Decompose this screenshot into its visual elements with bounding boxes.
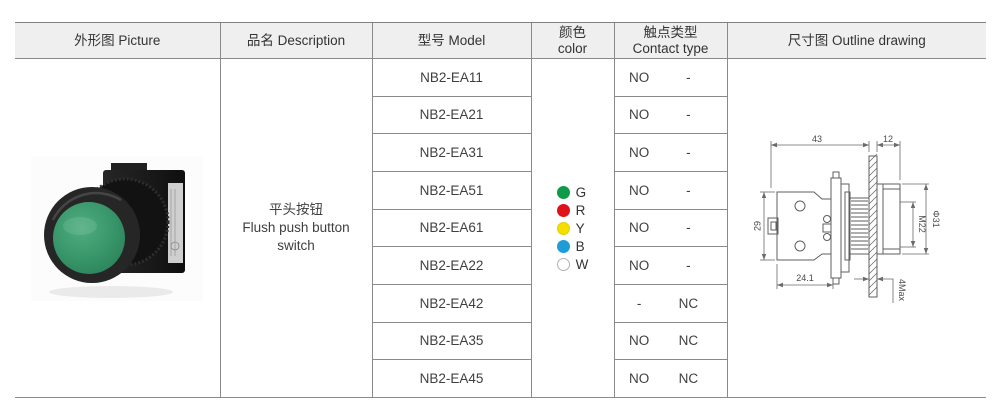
contact-cell: NO - [613,58,727,97]
push-button-photo [31,155,204,301]
header-contact-type: 触点类型 Contact type [613,22,727,59]
product-description: 平头按钮 Flush push button switch [219,58,372,398]
table-row: 平头按钮 Flush push button switch NB2-EA11 G… [15,58,986,398]
table-row: NB2-EA35 NO NC [15,322,986,361]
model-cell: NB2-EA21 [371,96,531,135]
dim-label-m22: M22 [917,215,927,233]
white-dot-icon [556,257,570,271]
table-row: NB2-EA31 NO - [15,133,986,172]
legend-item-white: W [556,257,588,272]
table-row: NB2-EA45 NO NC [15,359,986,398]
table-row: NB2-EA42 - NC [15,284,986,323]
datasheet: 外形图 Picture 品名 Description 型号 Model 颜色 c… [15,22,986,398]
model-cell: NB2-EA11 [371,58,531,97]
dim-label-29: 29 [753,221,763,231]
color-legend: G R Y B W [556,182,589,275]
contact-cell: NO - [613,171,727,210]
contact-cell: NO NC [613,322,727,361]
header-color: 颜色 color [530,22,614,59]
blue-dot-icon [556,239,570,253]
header-picture: 外形图 Picture [15,22,220,59]
contact-cell: NO - [613,209,727,248]
yellow-dot-icon [556,221,570,235]
table-row: NB2-EA61 NO - [15,209,986,248]
legend-item-yellow: Y [556,221,589,236]
legend-item-green: G [556,185,589,200]
model-cell: NB2-EA35 [371,322,531,361]
header-model: 型号 Model [371,22,531,59]
header-description: 品名 Description [219,22,372,59]
contact-cell: - NC [613,284,727,323]
spec-table: 外形图 Picture 品名 Description 型号 Model 颜色 c… [15,22,986,398]
color-legend-cell: G R Y B W [530,58,614,398]
legend-item-blue: B [556,239,589,254]
model-cell: NB2-EA45 [371,359,531,398]
dim-label-4max: 4Max [897,279,907,302]
model-cell: NB2-EA31 [371,133,531,172]
outline-drawing-cell: 43 12 29 24.1 M22 Φ31 4Max [726,58,986,398]
contact-cell: NO - [613,96,727,135]
dim-label-phi31: Φ31 [931,210,941,227]
product-photo-cell [15,59,220,398]
table-row: NB2-EA21 NO - [15,96,986,135]
model-cell: NB2-EA42 [371,284,531,323]
green-dot-icon [556,185,570,199]
dim-label-12: 12 [883,134,893,144]
red-dot-icon [556,203,570,217]
dim-label-24-1: 24.1 [796,273,814,283]
header-row: 外形图 Picture 品名 Description 型号 Model 颜色 c… [15,22,986,59]
model-cell: NB2-EA22 [371,246,531,285]
legend-item-red: R [556,203,589,218]
contact-cell: NO - [613,133,727,172]
contact-cell: NO NC [613,359,727,398]
header-outline-drawing: 尺寸图 Outline drawing [726,22,986,59]
outline-drawing: 43 12 29 24.1 M22 Φ31 4Max [753,134,941,303]
dim-label-43: 43 [812,134,822,144]
table-row: NB2-EA22 NO - [15,246,986,285]
table-row: NB2-EA51 NO - [15,171,986,210]
model-cell: NB2-EA61 [371,209,531,248]
model-cell: NB2-EA51 [371,171,531,210]
contact-cell: NO - [613,246,727,285]
